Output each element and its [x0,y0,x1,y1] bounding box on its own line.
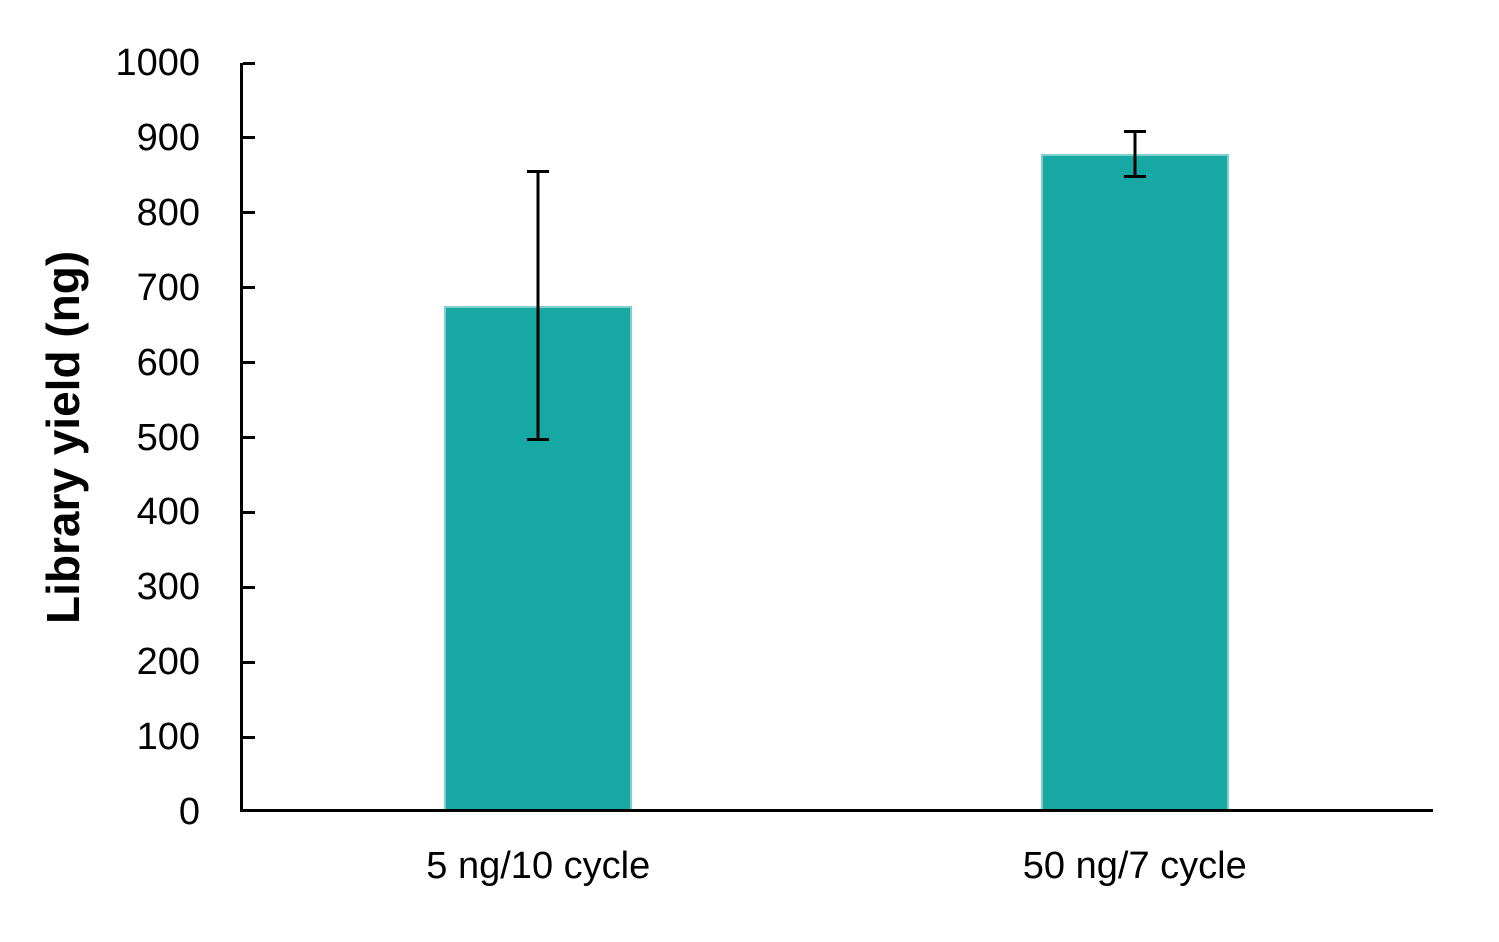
error-bar [527,170,550,442]
y-tick-mark [243,510,255,514]
y-tick-label: 700 [136,266,200,309]
error-bar [1123,130,1146,179]
y-tick-mark [243,136,255,140]
error-bar-cap [527,170,550,174]
plot-area: 0 100 200 300 400 500 600 700 800 900 1000 5 ng/10 … [115,42,1433,887]
y-tick-label: 0 [178,791,200,833]
y-tick-label: 900 [136,116,200,159]
x-category-label: 5 ng/10 cycle [426,845,651,887]
error-bar-cap [1123,130,1146,134]
y-tick-label: 1000 [115,42,200,84]
y-tick-mark [243,735,255,739]
x-axis-line [240,809,1433,812]
y-tick-mark [243,211,255,215]
y-tick-label: 300 [136,566,200,609]
y-tick-label: 200 [136,641,200,684]
y-tick-label: 400 [136,491,200,534]
y-tick-label: 800 [136,191,200,234]
y-tick-mark [243,61,255,65]
y-tick-mark [243,286,255,290]
y-tick-label: 500 [136,416,200,459]
error-bar-cap [527,438,550,442]
error-bar-stem [1133,130,1137,179]
y-tick-mark [243,361,255,365]
y-axis-line [240,63,243,812]
y-tick-label: 100 [136,716,200,759]
bar [1040,154,1229,812]
y-tick-label: 600 [136,341,200,384]
x-category-label: 50 ng/7 cycle [1022,845,1247,887]
error-bar-cap [1123,175,1146,179]
y-tick-mark [243,436,255,439]
y-tick-mark [243,660,255,664]
error-bar-stem [536,170,540,442]
y-tick-mark [243,585,255,589]
